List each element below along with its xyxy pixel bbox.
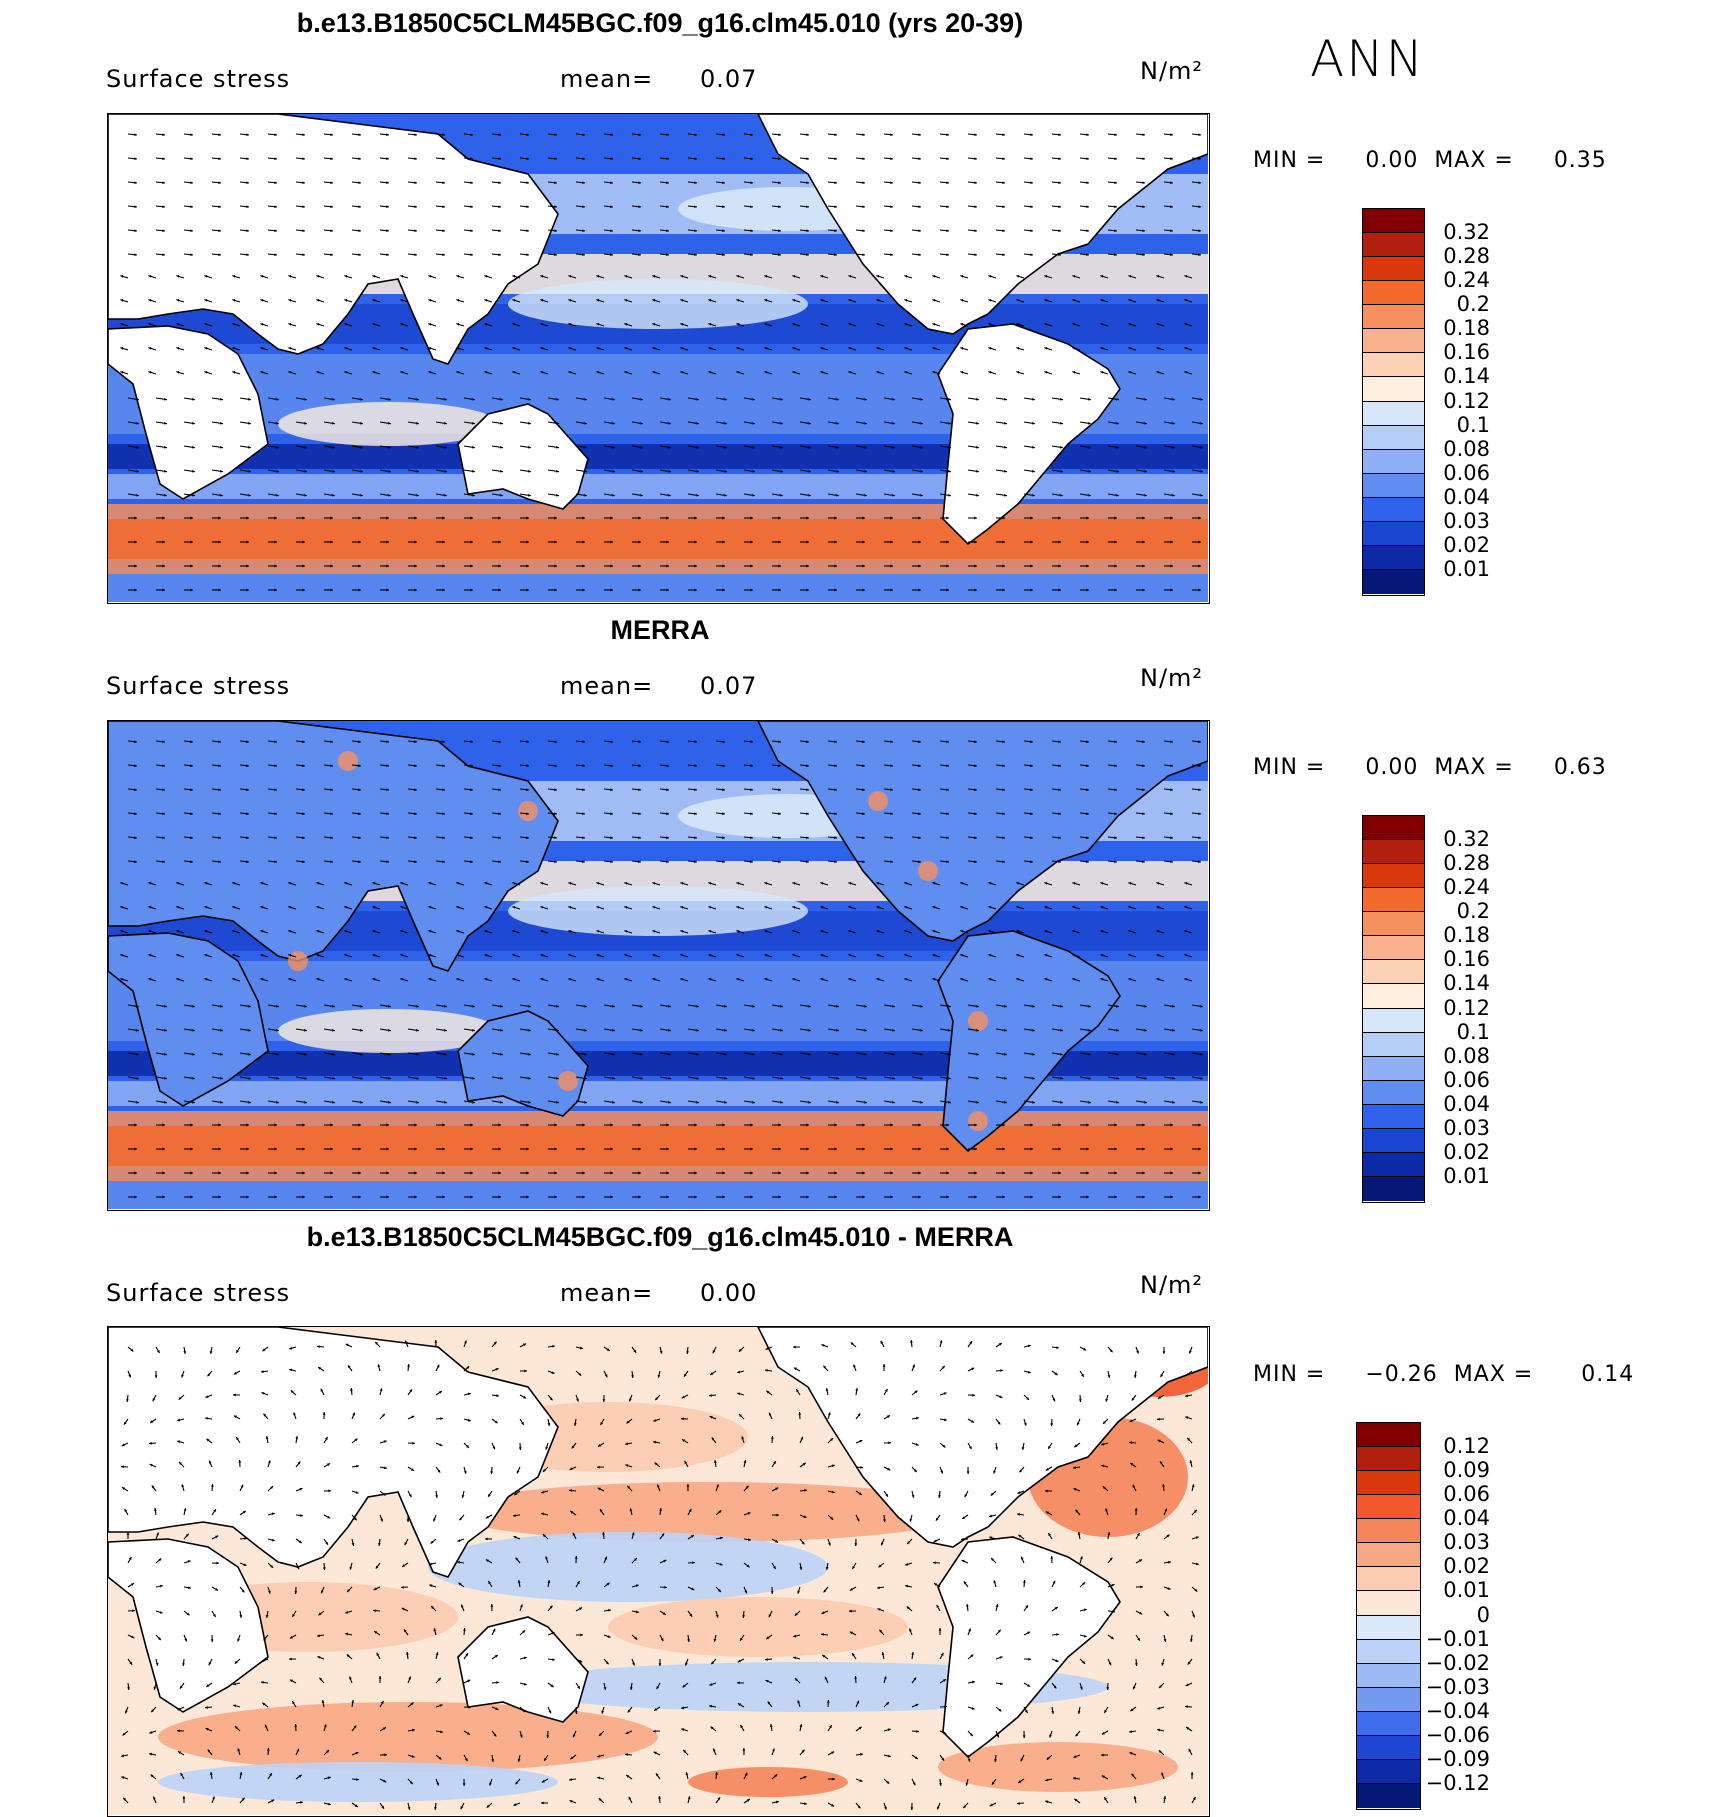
max-value: 0.35 (1554, 148, 1607, 173)
land-stress-hotspot (868, 791, 888, 811)
colorbar-tick-label: 0.12 (1400, 996, 1490, 1020)
colorbar-tick-label: −0.09 (1400, 1747, 1490, 1771)
min-value: 0.00 (1365, 148, 1418, 173)
season-label: ANN (1310, 30, 1425, 88)
colorbar-tick-label: 0.24 (1400, 875, 1490, 899)
units-label-obs: N/m² (1140, 664, 1203, 692)
stress-anomaly (158, 1762, 558, 1802)
colorbar-tick-label: 0.04 (1400, 1506, 1490, 1530)
min-label: MIN = (1253, 1362, 1325, 1387)
minmax-obs: MIN = 0.00 MAX = 0.63 (1253, 755, 1607, 780)
stress-anomaly (428, 1532, 828, 1602)
land-stress-hotspot (338, 751, 358, 771)
mean-value-diff: 0.00 (700, 1279, 757, 1307)
map-obs (107, 720, 1210, 1211)
max-label: MAX = (1454, 1362, 1534, 1387)
colorbar-tick-label: 0.32 (1400, 827, 1490, 851)
stress-band (108, 1181, 1208, 1209)
stress-anomaly (608, 1597, 908, 1657)
colorbar-tick-label: 0.01 (1400, 1164, 1490, 1188)
colorbar-tick-label: 0.2 (1400, 292, 1490, 316)
map-model (107, 113, 1210, 604)
colorbar-tick-label: 0.09 (1400, 1458, 1490, 1482)
colorbar-tick-label: 0.01 (1400, 1578, 1490, 1602)
colorbar-tick-label: 0.2 (1400, 899, 1490, 923)
land-stress-hotspot (288, 951, 308, 971)
colorbar-tick-label: 0.24 (1400, 268, 1490, 292)
colorbar-tick-label: 0.04 (1400, 485, 1490, 509)
min-label: MIN = (1253, 755, 1325, 780)
units-label-diff: N/m² (1140, 1271, 1203, 1299)
max-value: 0.14 (1581, 1362, 1634, 1387)
land-stress-hotspot (558, 1071, 578, 1091)
colorbar-tick-label: 0.16 (1400, 947, 1490, 971)
colorbar-tick-label: −0.03 (1400, 1675, 1490, 1699)
colorbar-tick-label: −0.12 (1400, 1771, 1490, 1795)
colorbar-tick-label: 0.03 (1400, 1530, 1490, 1554)
land-stress-hotspot (968, 1011, 988, 1031)
colorbar-tick-label: 0.28 (1400, 851, 1490, 875)
land-stress-hotspot (968, 1111, 988, 1131)
stress-band (108, 1126, 1208, 1166)
stress-band (108, 519, 1208, 559)
colorbar-tick-label: −0.02 (1400, 1651, 1490, 1675)
stress-anomaly (158, 1702, 658, 1772)
variable-label-diff: Surface stress (106, 1279, 290, 1307)
min-value: 0.00 (1365, 755, 1418, 780)
colorbar-tick-label: 0.16 (1400, 340, 1490, 364)
colorbar-tick-label: −0.01 (1400, 1627, 1490, 1651)
max-value: 0.63 (1554, 755, 1607, 780)
minmax-diff: MIN = −0.26 MAX = 0.14 (1253, 1362, 1634, 1387)
colorbar-tick-label: 0.04 (1400, 1092, 1490, 1116)
colorbar-tick-label: 0.12 (1400, 389, 1490, 413)
panel-title-obs: MERRA (0, 615, 1320, 646)
panel-title-model: b.e13.B1850C5CLM45BGC.f09_g16.clm45.010 … (0, 8, 1320, 39)
colorbar-tick-label: 0.02 (1400, 533, 1490, 557)
min-label: MIN = (1253, 148, 1325, 173)
colorbar-tick-label: 0.28 (1400, 244, 1490, 268)
colorbar-tick-label: 0.03 (1400, 509, 1490, 533)
land-stress-hotspot (918, 861, 938, 881)
mean-value-model: 0.07 (700, 65, 757, 93)
colorbar-tick-label: 0.06 (1400, 1068, 1490, 1092)
units-label-model: N/m² (1140, 57, 1203, 85)
colorbar-tick-label: 0.03 (1400, 1116, 1490, 1140)
stress-anomaly (688, 1767, 848, 1797)
max-label: MAX = (1434, 755, 1514, 780)
colorbar-tick-label: 0.12 (1400, 1434, 1490, 1458)
stress-band (508, 279, 808, 329)
colorbar-tick-label: 0.06 (1400, 1482, 1490, 1506)
colorbar-tick-label: −0.06 (1400, 1723, 1490, 1747)
colorbar-tick-label: 0.14 (1400, 364, 1490, 388)
colorbar-tick-label: −0.04 (1400, 1699, 1490, 1723)
mean-value-obs: 0.07 (700, 672, 757, 700)
colorbar-tick-label: 0.32 (1400, 220, 1490, 244)
minmax-model: MIN = 0.00 MAX = 0.35 (1253, 148, 1607, 173)
colorbar-tick-label: 0.18 (1400, 316, 1490, 340)
mean-label-model: mean= (560, 65, 653, 93)
colorbar-tick-label: 0.14 (1400, 971, 1490, 995)
colorbar-tick-label: 0 (1400, 1603, 1490, 1627)
stress-band (108, 574, 1208, 602)
mean-label-obs: mean= (560, 672, 653, 700)
colorbar-tick-label: 0.08 (1400, 1044, 1490, 1068)
colorbar-tick-label: 0.06 (1400, 461, 1490, 485)
colorbar-tick-label: 0.02 (1400, 1554, 1490, 1578)
max-label: MAX = (1434, 148, 1514, 173)
variable-label-model: Surface stress (106, 65, 290, 93)
mean-label-diff: mean= (560, 1279, 653, 1307)
min-value: −0.26 (1365, 1362, 1437, 1387)
land-stress-hotspot (518, 801, 538, 821)
colorbar-tick-label: 0.02 (1400, 1140, 1490, 1164)
colorbar-tick-label: 0.18 (1400, 923, 1490, 947)
colorbar-tick-label: 0.1 (1400, 1020, 1490, 1044)
variable-label-obs: Surface stress (106, 672, 290, 700)
colorbar-tick-label: 0.1 (1400, 413, 1490, 437)
panel-title-diff: b.e13.B1850C5CLM45BGC.f09_g16.clm45.010 … (0, 1222, 1320, 1253)
stress-band (508, 886, 808, 936)
colorbar-tick-label: 0.08 (1400, 437, 1490, 461)
map-diff (107, 1326, 1210, 1817)
colorbar-tick-label: 0.01 (1400, 557, 1490, 581)
